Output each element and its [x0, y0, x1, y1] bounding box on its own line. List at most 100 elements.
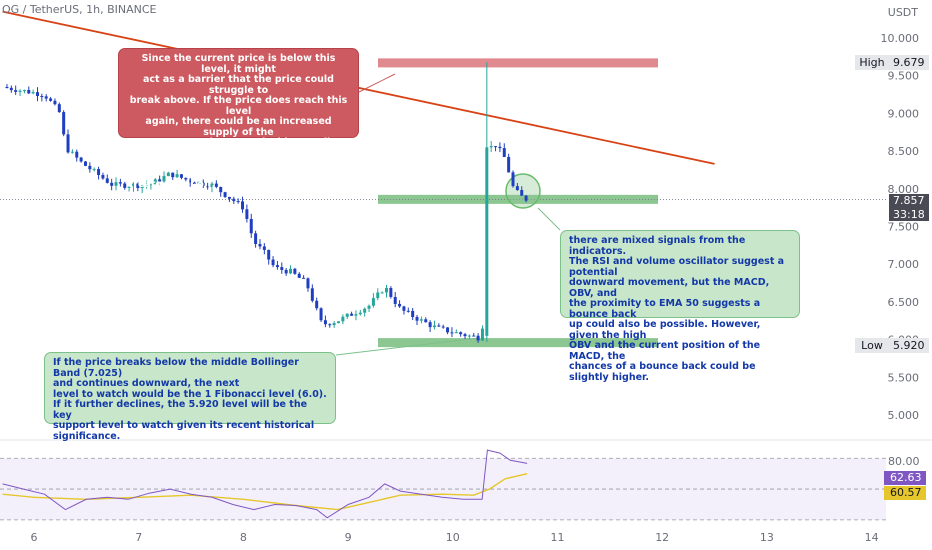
- candle-body: [197, 181, 201, 185]
- resistance-annotation[interactable]: Since the current price is below this le…: [118, 48, 359, 190]
- current-zone: [378, 194, 658, 204]
- x-axis-tick: 8: [240, 531, 247, 544]
- candle-body: [49, 98, 53, 101]
- candle-body: [341, 316, 345, 322]
- candle-body: [14, 90, 18, 92]
- y-axis-tick: 8.500: [888, 145, 920, 158]
- note-line: downward movement, but the MACD, OBV, an…: [569, 277, 770, 299]
- note-line: the price reverse at this level before. …: [138, 158, 339, 180]
- resistance-note-connector: [358, 73, 396, 93]
- candle-body: [241, 201, 245, 210]
- candle-body: [245, 209, 249, 219]
- candle-body: [515, 186, 519, 191]
- candle-body: [149, 184, 153, 186]
- x-axis-tick: 14: [865, 531, 879, 544]
- candle-body: [267, 249, 271, 260]
- candle-body: [428, 322, 432, 328]
- high-value: 9.679: [889, 55, 929, 70]
- candle-body: [419, 319, 423, 321]
- candle-body: [179, 174, 183, 178]
- indicator-annotation[interactable]: there are mixed signals from the indicat…: [560, 230, 800, 382]
- x-axis-tick: 12: [655, 531, 669, 544]
- candle-body: [424, 319, 428, 323]
- x-axis-tick: 11: [551, 531, 565, 544]
- low-label: Low: [855, 338, 889, 353]
- y-axis-tick: 8.000: [888, 183, 920, 196]
- countdown-tag: 33:18: [889, 208, 929, 221]
- support-annotation[interactable]: If the price breaks below the middle Bol…: [44, 352, 336, 441]
- candle-body: [415, 317, 419, 321]
- candle-body: [101, 175, 105, 179]
- candle-body: [398, 303, 402, 307]
- x-axis-tick: 7: [135, 531, 142, 544]
- candle-body: [380, 292, 384, 294]
- low-value: 5.920: [889, 338, 929, 353]
- candle-body: [158, 179, 162, 182]
- x-axis-tick: 10: [446, 531, 460, 544]
- candle-body: [83, 161, 87, 166]
- candle-body: [140, 185, 144, 189]
- candle-body: [62, 112, 66, 135]
- candle-body: [232, 198, 236, 202]
- note-line: Since the current price is below this le…: [141, 53, 336, 75]
- candle-body: [480, 328, 484, 341]
- candle-body: [520, 190, 524, 196]
- rsi-ma-line: [2, 473, 528, 511]
- candle-body: [297, 273, 301, 278]
- note-line: act as a barrier that the price could st…: [143, 74, 334, 96]
- candle-body: [289, 268, 293, 274]
- candle-body: [376, 292, 380, 299]
- candle-body: [454, 332, 458, 334]
- candle-body: [227, 196, 231, 199]
- note-line: If it further declines, the 5.920 level …: [53, 399, 308, 421]
- candle-body: [332, 323, 336, 326]
- rsi-line: [2, 449, 528, 519]
- y-axis-tick: 9.000: [888, 107, 920, 120]
- candle-body: [153, 179, 157, 185]
- candle-body: [358, 312, 362, 315]
- note-line: chances of a bounce back could be slight…: [569, 361, 756, 383]
- candle-body: [123, 183, 127, 188]
- candle-body: [393, 296, 397, 304]
- candle-body: [105, 178, 109, 183]
- candle-body: [354, 314, 358, 316]
- candle-body: [171, 172, 175, 178]
- candle-body: [114, 182, 118, 186]
- rsi-level-80: 80.00: [888, 455, 920, 468]
- high-label: High: [855, 55, 889, 70]
- candle-body: [337, 321, 341, 324]
- candle-body: [485, 147, 489, 336]
- candle-body: [406, 310, 410, 312]
- candle-body: [498, 146, 502, 149]
- candle-body: [110, 182, 114, 186]
- candle-body: [145, 185, 149, 187]
- candle-body: [371, 298, 375, 306]
- candle-body: [280, 267, 284, 270]
- candle-body: [136, 183, 140, 189]
- candle-body: [166, 172, 170, 177]
- candle-body: [275, 265, 279, 268]
- candle-body: [40, 96, 44, 98]
- candle-body: [293, 268, 297, 274]
- candle-body: [262, 246, 266, 250]
- candle-body: [31, 92, 35, 94]
- note-line: again, there could be an increased suppl…: [145, 116, 332, 138]
- candle-body: [162, 176, 166, 182]
- candle-body: [249, 218, 253, 234]
- candle-body: [328, 324, 332, 326]
- note-line: up could also be possible. However, give…: [569, 319, 761, 341]
- candle-body: [315, 300, 319, 309]
- candle-body: [363, 308, 367, 313]
- y-axis-tick: 7.500: [888, 221, 920, 234]
- candle-body: [494, 146, 498, 148]
- candle-body: [97, 169, 101, 176]
- candle-body: [223, 192, 227, 197]
- candle-body: [27, 89, 31, 94]
- candle-body: [384, 287, 388, 293]
- candle-body: [79, 157, 83, 162]
- resistance-zone: [378, 58, 658, 68]
- note-line: OBV and the current position of the MACD…: [569, 340, 761, 362]
- candle-body: [35, 92, 39, 97]
- x-axis-tick: 9: [345, 531, 352, 544]
